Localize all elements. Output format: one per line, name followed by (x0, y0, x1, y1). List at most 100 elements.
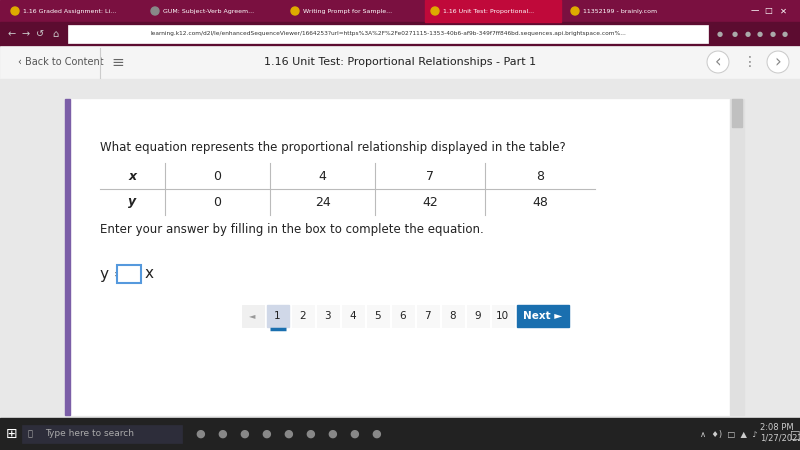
Text: 11352199 - brainly.com: 11352199 - brainly.com (583, 9, 657, 13)
Bar (0, 418, 800, 450)
Text: GUM: Subject-Verb Agreem...: GUM: Subject-Verb Agreem... (163, 9, 254, 13)
Text: 8: 8 (449, 311, 456, 321)
Bar (417, 305, 438, 327)
Text: →: → (22, 29, 30, 39)
Text: □: □ (790, 429, 800, 439)
Bar (0, 0, 800, 22)
Text: ●: ● (717, 31, 723, 37)
Circle shape (571, 7, 579, 15)
Bar (0, 78, 800, 418)
Text: ↺: ↺ (36, 29, 44, 39)
Text: 0: 0 (214, 195, 222, 208)
Text: x: x (145, 266, 154, 282)
Text: ✕: ✕ (779, 6, 786, 15)
Text: 1.16 Unit Test: Proportional...: 1.16 Unit Test: Proportional... (443, 9, 534, 13)
Bar (391, 305, 414, 327)
Text: ›: › (774, 53, 782, 71)
Bar (117, 265, 141, 283)
Bar (100, 163, 595, 215)
Text: 1: 1 (274, 311, 281, 321)
Text: 8: 8 (536, 170, 544, 183)
Text: ∧  ♦)  □  ▲  ♪: ∧ ♦) □ ▲ ♪ (700, 429, 758, 438)
Text: ●: ● (371, 429, 381, 439)
Text: ⊞: ⊞ (6, 427, 18, 441)
Text: ●: ● (745, 31, 751, 37)
Text: 7: 7 (426, 170, 434, 183)
Bar (317, 305, 338, 327)
Text: learning.k12.com/d2l/le/enhancedSequenceViewer/1664253?url=https%3A%2F%2Fe027111: learning.k12.com/d2l/le/enhancedSequence… (150, 32, 626, 36)
Bar (70, 99, 730, 415)
Text: 6: 6 (399, 311, 406, 321)
Bar (491, 305, 514, 327)
Text: ←: ← (8, 29, 16, 39)
Text: 7: 7 (424, 311, 431, 321)
Text: What equation represents the proportional relationship displayed in the table?: What equation represents the proportiona… (100, 141, 566, 154)
Circle shape (767, 51, 789, 73)
Text: 2: 2 (299, 311, 306, 321)
Bar (0, 22, 800, 46)
Text: ⌂: ⌂ (52, 29, 58, 39)
Bar (22, 425, 182, 443)
Text: ‹: ‹ (714, 53, 722, 71)
Text: 3: 3 (324, 311, 331, 321)
Bar (730, 99, 744, 415)
Text: ●: ● (261, 429, 271, 439)
Text: 4: 4 (349, 311, 356, 321)
Text: 9: 9 (474, 311, 481, 321)
Text: 5: 5 (374, 311, 381, 321)
Text: ●: ● (217, 429, 227, 439)
Bar (442, 305, 463, 327)
Text: ●: ● (349, 429, 359, 439)
Text: ⋮: ⋮ (743, 55, 757, 69)
Text: Writing Prompt for Sample...: Writing Prompt for Sample... (303, 9, 392, 13)
Text: ●: ● (732, 31, 738, 37)
Text: ●: ● (305, 429, 315, 439)
Text: ‹ Back to Content: ‹ Back to Content (18, 57, 104, 67)
Circle shape (11, 7, 19, 15)
Text: □: □ (764, 6, 772, 15)
Circle shape (291, 7, 299, 15)
Text: 10: 10 (496, 311, 509, 321)
Text: ●: ● (283, 429, 293, 439)
Text: 48: 48 (532, 195, 548, 208)
Bar (291, 305, 314, 327)
Text: 1.16 Graded Assignment: Li...: 1.16 Graded Assignment: Li... (23, 9, 116, 13)
Text: y: y (129, 195, 137, 208)
Bar (68, 25, 708, 43)
Text: 4: 4 (318, 170, 326, 183)
Text: Next ►: Next ► (523, 311, 562, 321)
Bar (0, 46, 800, 78)
Text: 42: 42 (422, 195, 438, 208)
Text: ●: ● (327, 429, 337, 439)
Bar (466, 305, 489, 327)
Circle shape (151, 7, 159, 15)
Bar (732, 99, 742, 127)
Text: 24: 24 (314, 195, 330, 208)
Text: —: — (751, 6, 759, 15)
Bar (266, 305, 289, 327)
Text: 1/27/2022: 1/27/2022 (760, 433, 800, 442)
Bar (425, 0, 561, 22)
Bar (342, 305, 363, 327)
Circle shape (707, 51, 729, 73)
Text: ●: ● (770, 31, 776, 37)
Bar (517, 305, 569, 327)
Text: Type here to search: Type here to search (45, 429, 134, 438)
Text: ●: ● (757, 31, 763, 37)
Text: ≡: ≡ (112, 54, 124, 69)
Text: 🔍: 🔍 (28, 429, 33, 438)
Text: ●: ● (782, 31, 788, 37)
Text: ●: ● (195, 429, 205, 439)
Bar (242, 305, 263, 327)
Text: 0: 0 (214, 170, 222, 183)
Text: Enter your answer by filling in the box to complete the equation.: Enter your answer by filling in the box … (100, 224, 484, 237)
Circle shape (431, 7, 439, 15)
Text: y =: y = (100, 266, 131, 282)
Text: x: x (129, 170, 137, 183)
Text: ◄: ◄ (250, 311, 256, 320)
Text: 2:08 PM: 2:08 PM (760, 423, 794, 432)
Text: ●: ● (239, 429, 249, 439)
Bar (366, 305, 389, 327)
Bar (65, 99, 70, 415)
Text: 1.16 Unit Test: Proportional Relationships - Part 1: 1.16 Unit Test: Proportional Relationshi… (264, 57, 536, 67)
